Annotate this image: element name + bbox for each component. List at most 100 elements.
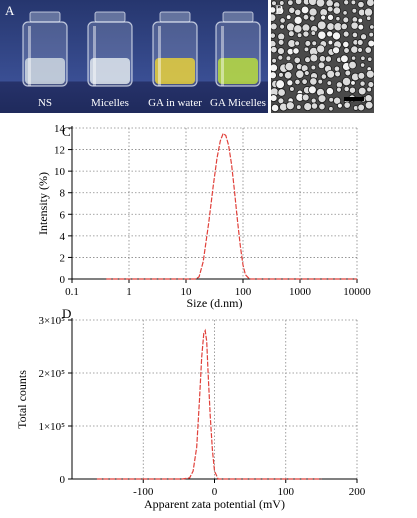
- particle: [336, 86, 342, 93]
- particle: [360, 33, 367, 41]
- y-tick-label: 12: [54, 145, 65, 157]
- particle: [342, 10, 348, 16]
- particle: [309, 53, 319, 63]
- particle: [350, 80, 356, 86]
- particle: [351, 31, 359, 39]
- particle: [277, 88, 286, 97]
- particle: [369, 24, 374, 30]
- y-tick-label: 2: [60, 252, 66, 264]
- particle: [367, 56, 373, 62]
- particle: [350, 55, 357, 61]
- particle: [317, 61, 326, 70]
- particle: [364, 100, 374, 110]
- particle: [271, 94, 278, 102]
- particle: [296, 32, 303, 39]
- particle: [304, 40, 312, 47]
- vial-photo-drawing: A NS Micelles GA in water GA Micelles: [0, 0, 268, 113]
- vial-liquid: [218, 58, 258, 84]
- particle: [343, 101, 351, 109]
- particle: [315, 0, 326, 8]
- x-tick-label: 100: [278, 486, 295, 498]
- particle: [320, 14, 327, 21]
- y-axis-label: Intensity (%): [36, 172, 50, 235]
- particle: [357, 71, 366, 80]
- particle: [285, 14, 292, 20]
- particle: [340, 22, 348, 31]
- particle: [357, 103, 365, 112]
- particle: [357, 47, 363, 53]
- x-axis-label: Apparent zata potential (mV): [144, 497, 285, 511]
- particle: [327, 39, 334, 46]
- particle: [279, 23, 285, 30]
- x-tick-label: 0.1: [65, 286, 79, 298]
- particle: [292, 47, 300, 55]
- x-tick-label: 1: [126, 286, 132, 298]
- particle: [343, 0, 350, 6]
- x-tick-label: -100: [133, 486, 154, 498]
- vial-photo: A NS Micelles GA in water GA Micelles: [0, 0, 268, 113]
- particle: [368, 31, 374, 38]
- y-tick-label: 1×10⁵: [38, 421, 65, 433]
- particle: [316, 44, 326, 54]
- vial-label-2: Micelles: [91, 97, 129, 109]
- particle: [310, 102, 319, 110]
- y-tick-label: 14: [54, 123, 66, 135]
- vial-label-4: GA Micelles: [210, 97, 266, 109]
- particle: [357, 23, 365, 31]
- particle: [343, 47, 350, 54]
- particle: [327, 13, 334, 21]
- particle: [283, 71, 293, 80]
- particle: [365, 69, 374, 79]
- particle: [276, 6, 285, 15]
- vial-highlight: [221, 26, 224, 86]
- scale-bar: [344, 97, 364, 101]
- particle: [366, 0, 374, 7]
- particle: [294, 40, 300, 47]
- particle: [271, 13, 277, 22]
- particle: [271, 22, 278, 31]
- particle: [277, 39, 285, 46]
- x-tick-label: 100: [235, 286, 252, 298]
- particle: [308, 85, 317, 95]
- particle: [277, 54, 284, 61]
- particle: [287, 0, 294, 6]
- y-axis-label: Total counts: [15, 370, 29, 429]
- particle: [366, 86, 373, 93]
- particle: [357, 17, 364, 24]
- particle: [271, 45, 278, 54]
- particle: [317, 78, 324, 85]
- particle: [286, 79, 294, 87]
- particle: [310, 30, 317, 36]
- vial-highlight: [28, 26, 31, 86]
- particle: [356, 39, 364, 46]
- particle: [271, 0, 277, 7]
- particle: [279, 0, 285, 6]
- particle: [285, 101, 295, 111]
- particle: [309, 77, 318, 86]
- tem-drawing: B: [271, 0, 374, 113]
- particle: [285, 55, 292, 62]
- particle: [318, 103, 326, 111]
- y-tick-label: 2×10⁵: [38, 368, 65, 380]
- particle: [278, 72, 284, 78]
- particle: [332, 46, 341, 55]
- particle: [289, 86, 295, 92]
- particle: [320, 73, 327, 80]
- particle: [351, 7, 358, 14]
- particle: [359, 62, 366, 68]
- particle: [271, 57, 277, 64]
- particle: [295, 69, 305, 79]
- y-tick-label: 8: [60, 188, 66, 200]
- particle: [302, 30, 310, 38]
- particle: [294, 8, 302, 16]
- particle: [366, 15, 372, 21]
- x-tick-label: 10: [181, 286, 193, 298]
- particle: [360, 55, 366, 61]
- particle: [342, 16, 350, 24]
- particle: [275, 79, 285, 89]
- particle: [357, 86, 367, 96]
- y-tick-label: 3×10⁵: [38, 315, 65, 327]
- panel-b-letter: B: [275, 2, 284, 17]
